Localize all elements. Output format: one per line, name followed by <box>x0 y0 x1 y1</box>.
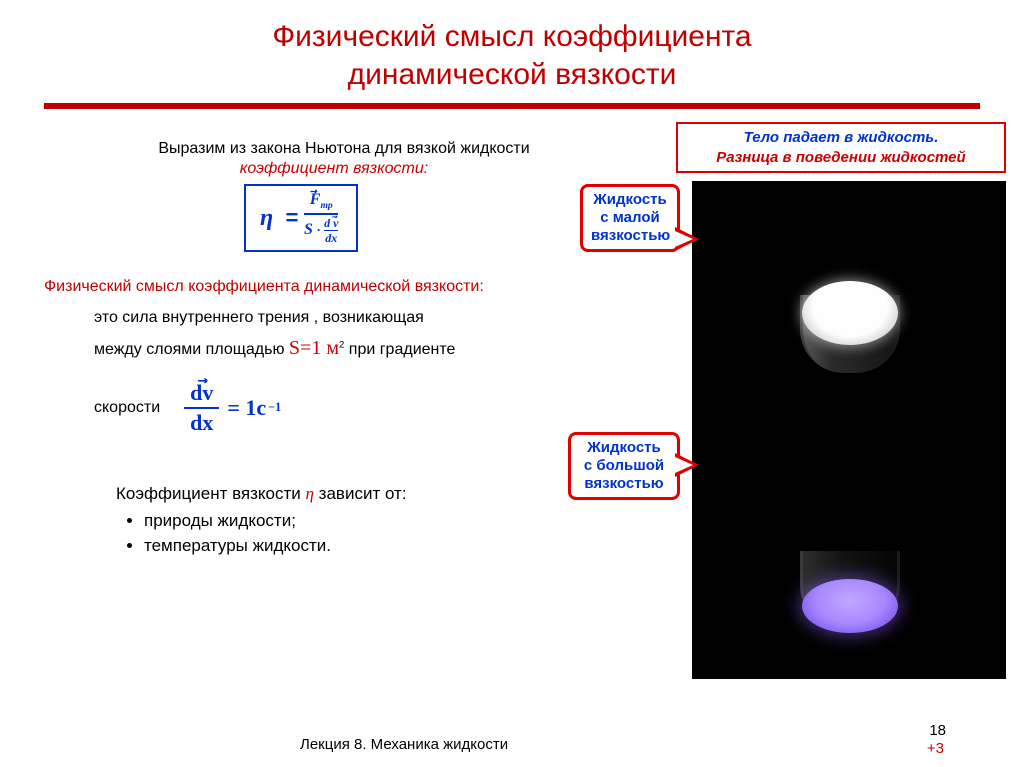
title-line-1: Физический смысл коэффициента <box>272 20 751 53</box>
callout-low-viscosity: Жидкость с малой вязкостью <box>580 184 680 252</box>
title-line-2: динамической вязкости <box>348 58 677 91</box>
sense-line-1: это сила внутреннего трения , возникающа… <box>94 304 624 331</box>
formula-fraction: Fmр S · d v dx <box>304 192 338 244</box>
lecture-label: Лекция 8. Механика жидкости <box>300 736 508 753</box>
plus-counter: +3 <box>927 740 944 757</box>
intro-line-2: коэффициент вязкости: <box>44 160 624 178</box>
formula-numer: F <box>310 192 321 209</box>
title-rule <box>44 103 980 109</box>
cup-low-viscosity <box>790 251 910 381</box>
right-panel: Тело падает в жидкость. Разница в поведе… <box>676 122 1006 679</box>
list-item: природы жидкости; <box>144 508 624 534</box>
title-rule-wrap <box>0 93 1024 109</box>
callout-high-viscosity: Жидкость с большой вязкостью <box>568 432 680 500</box>
physical-sense-heading: Физический смысл коэффициента динамическ… <box>44 278 624 296</box>
formula-denom-frac: d v dx <box>324 217 338 244</box>
caption-line-2: Разница в поведении жидкостей <box>684 148 998 168</box>
callout-text: Жидкость <box>579 439 669 457</box>
sense-post: при градиенте <box>344 341 455 358</box>
callout-text: с малой <box>591 209 669 227</box>
viscosity-visual <box>692 181 1006 679</box>
caption-line-1: Тело падает в жидкость. <box>684 128 998 148</box>
depends-pre: Коэффициент вязкости <box>116 484 306 503</box>
intro-line-1: Выразим из закона Ньютона для вязкой жид… <box>64 140 624 158</box>
cup-high-viscosity <box>790 507 910 637</box>
callout-pointer-icon <box>675 227 699 251</box>
depends-list: природы жидкости; температуры жидкости. <box>144 508 624 559</box>
callout-text: вязкостью <box>579 475 669 493</box>
formula-eta: η = Fmр S · d v dx <box>244 184 358 252</box>
physical-sense-body: это сила внутреннего трения , возникающа… <box>94 304 624 365</box>
callout-pointer-icon <box>675 453 699 477</box>
callout-text: вязкостью <box>591 227 669 245</box>
velocity-row: скорости dv dx = 1c−1 <box>94 381 624 433</box>
sense-pre: между слоями площадью <box>94 341 289 358</box>
left-content: Выразим из закона Ньютона для вязкой жид… <box>44 140 624 559</box>
depends-block: Коэффициент вязкости η зависит от: приро… <box>116 484 624 559</box>
slide-title: Физический смысл коэффициента динамическ… <box>0 0 1024 93</box>
depends-eta: η <box>306 484 314 503</box>
depends-heading: Коэффициент вязкости η зависит от: <box>116 484 624 504</box>
sense-line-2: между слоями площадью S=1 м2 при градиен… <box>94 331 624 365</box>
velocity-rhs: = 1c <box>227 395 266 421</box>
callout-text: с большой <box>579 457 669 475</box>
callout-text: Жидкость <box>591 191 669 209</box>
list-item: температуры жидкости. <box>144 533 624 559</box>
formula-lhs: η <box>260 205 273 232</box>
formula-denom-S: S <box>304 221 313 238</box>
equals-sign: = <box>285 205 298 231</box>
page-number: 18 <box>929 722 946 739</box>
liquid-white-icon <box>802 281 898 345</box>
depends-post: зависит от: <box>314 484 407 503</box>
sense-S: S=1 м <box>289 337 339 359</box>
velocity-formula: dv dx = 1c−1 <box>184 381 281 433</box>
velocity-exp: −1 <box>268 400 281 415</box>
formula-numer-sub: mр <box>320 200 332 211</box>
experiment-caption: Тело падает в жидкость. Разница в поведе… <box>676 122 1006 173</box>
velocity-label: скорости <box>94 399 160 417</box>
liquid-blue-icon <box>802 579 898 633</box>
